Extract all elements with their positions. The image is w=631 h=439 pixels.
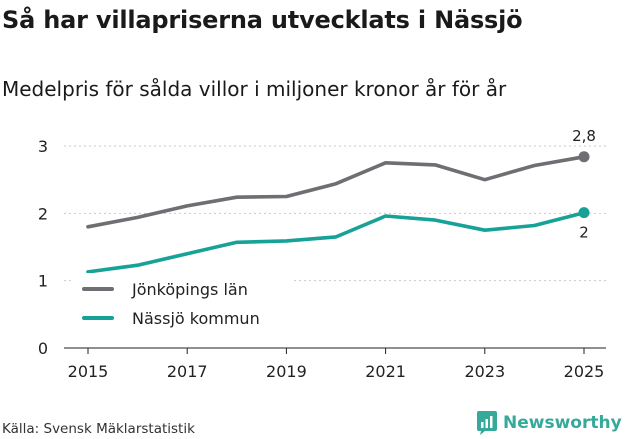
x-tick-label: 2023 (464, 362, 505, 381)
series-line-0 (88, 157, 584, 227)
source-note: Källa: Svensk Mäklarstatistik (2, 421, 195, 437)
legend-label-0: Jönköpings län (131, 280, 248, 299)
legend-label-1: Nässjö kommun (132, 309, 260, 328)
series-end-label-1: 2 (579, 224, 589, 242)
x-tick-label: 2025 (564, 362, 605, 381)
brand-logo[interactable]: Newsworthy (476, 409, 622, 437)
y-tick-label: 0 (38, 339, 48, 358)
y-tick-label: 1 (38, 272, 48, 291)
newsworthy-icon (476, 410, 498, 436)
x-tick-label: 2017 (167, 362, 208, 381)
series-end-point-0 (579, 151, 590, 162)
y-tick-label: 3 (38, 137, 48, 156)
x-tick-label: 2015 (68, 362, 109, 381)
series-end-label-0: 2,8 (572, 127, 596, 145)
brand-name: Newsworthy (503, 413, 622, 433)
series-end-point-1 (579, 207, 590, 218)
x-tick-label: 2019 (266, 362, 307, 381)
y-tick-label: 2 (38, 204, 48, 223)
line-chart: 0 1 2 3 2015 2017 2019 2021 2023 2025 2,8 2 Jönköpin… (0, 0, 631, 439)
series-line-1 (88, 213, 584, 272)
x-tick-label: 2021 (365, 362, 406, 381)
